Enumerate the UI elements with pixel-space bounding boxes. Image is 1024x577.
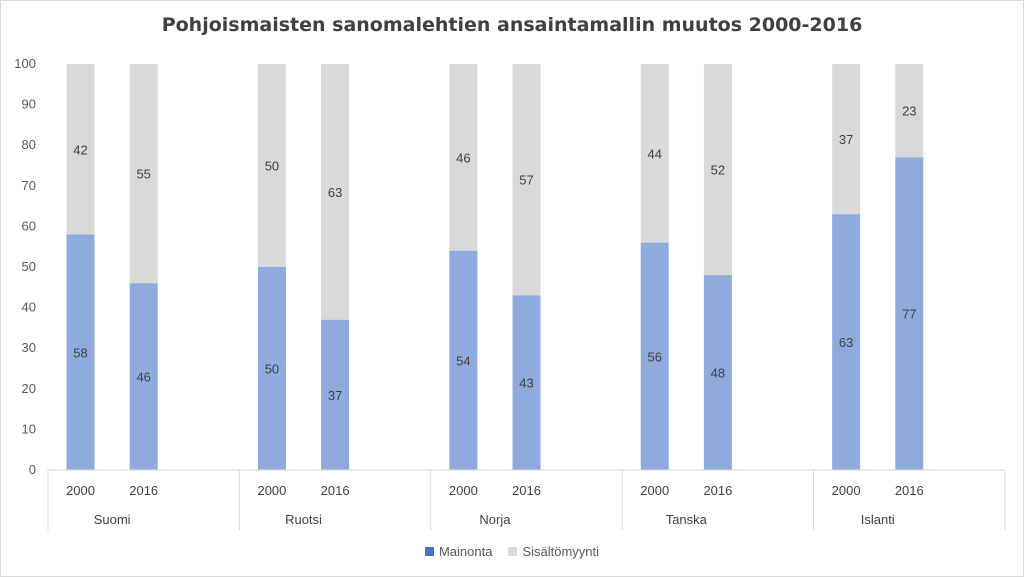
bar-sisaltomyynti: [321, 64, 350, 320]
legend-item-mainonta: Mainonta: [424, 544, 493, 559]
data-label-sisaltomyynti: 50: [265, 159, 279, 174]
y-tick-label: 20: [22, 381, 36, 396]
y-tick-label: 50: [22, 259, 36, 274]
x-group-label: Suomi: [94, 512, 131, 527]
x-group-label: Ruotsi: [285, 512, 322, 527]
x-tick-label-year: 2016: [512, 483, 541, 498]
bar-sisaltomyynti: [832, 64, 861, 215]
x-group-label: Islanti: [861, 512, 895, 527]
y-tick-label: 0: [29, 462, 36, 477]
bar-mainonta: [895, 157, 924, 470]
x-tick-label-year: 2016: [321, 483, 350, 498]
y-tick-label: 30: [22, 340, 36, 355]
bar-mainonta: [257, 267, 286, 470]
data-label-sisaltomyynti: 52: [711, 163, 725, 178]
bar-mainonta: [640, 242, 669, 470]
y-tick-label: 70: [22, 178, 36, 193]
data-label-mainonta: 48: [711, 366, 725, 381]
x-tick-label-year: 2016: [129, 483, 158, 498]
x-group-label: Tanska: [666, 512, 708, 527]
data-label-mainonta: 56: [648, 349, 662, 364]
data-label-sisaltomyynti: 57: [519, 173, 533, 188]
data-label-mainonta: 63: [839, 335, 853, 350]
bar-sisaltomyynti: [640, 64, 669, 243]
bar-mainonta: [449, 250, 478, 470]
data-label-mainonta: 46: [136, 370, 150, 385]
bar-mainonta: [129, 283, 158, 470]
y-tick-label: 10: [22, 421, 36, 436]
legend-label-mainonta: Mainonta: [438, 544, 493, 559]
data-label-sisaltomyynti: 46: [456, 150, 470, 165]
data-label-mainonta: 50: [265, 362, 279, 377]
bar-sisaltomyynti: [512, 64, 541, 296]
bar-sisaltomyynti: [129, 64, 158, 284]
legend-swatch-sisaltomyynti: [508, 547, 518, 556]
x-tick-label-year: 2000: [640, 483, 669, 498]
data-label-sisaltomyynti: 63: [328, 185, 342, 200]
y-tick-label: 80: [22, 137, 36, 152]
y-tick-label: 90: [22, 97, 36, 112]
y-tick-label: 100: [14, 56, 36, 71]
bar-sisaltomyynti: [449, 64, 478, 251]
chart-title: Pohjoismaisten sanomalehtien ansaintamal…: [161, 14, 863, 36]
x-tick-label-year: 2016: [895, 483, 924, 498]
bar-mainonta: [66, 234, 95, 470]
bar-sisaltomyynti: [895, 64, 924, 158]
y-tick-label: 60: [22, 218, 36, 233]
legend-item-sisaltomyynti: Sisältömyynti: [508, 544, 599, 559]
data-label-sisaltomyynti: 44: [648, 146, 662, 161]
x-group-label: Norja: [479, 512, 511, 527]
x-tick-label-year: 2016: [703, 483, 732, 498]
x-tick-label-year: 2000: [449, 483, 478, 498]
bar-sisaltomyynti: [66, 64, 95, 235]
x-tick-label-year: 2000: [66, 483, 95, 498]
bar-mainonta: [703, 275, 732, 470]
legend-swatch-mainonta: [424, 547, 434, 556]
x-tick-label-year: 2000: [257, 483, 286, 498]
data-label-mainonta: 77: [902, 307, 916, 322]
data-label-mainonta: 37: [328, 388, 342, 403]
bar-mainonta: [321, 319, 350, 470]
data-label-mainonta: 58: [73, 345, 87, 360]
legend: Mainonta Sisältömyynti: [0, 544, 1024, 559]
x-tick-label-year: 2000: [832, 483, 861, 498]
data-label-sisaltomyynti: 42: [73, 142, 87, 157]
data-label-sisaltomyynti: 55: [136, 167, 150, 182]
data-label-sisaltomyynti: 37: [839, 132, 853, 147]
bar-mainonta: [512, 295, 541, 470]
legend-label-sisaltomyynti: Sisältömyynti: [522, 544, 600, 559]
bar-sisaltomyynti: [257, 64, 286, 267]
y-tick-label: 40: [22, 300, 36, 315]
bar-mainonta: [832, 214, 861, 470]
data-label-mainonta: 54: [456, 353, 470, 368]
bar-sisaltomyynti: [703, 64, 732, 276]
data-label-mainonta: 43: [519, 376, 533, 391]
data-label-sisaltomyynti: 23: [902, 104, 916, 119]
